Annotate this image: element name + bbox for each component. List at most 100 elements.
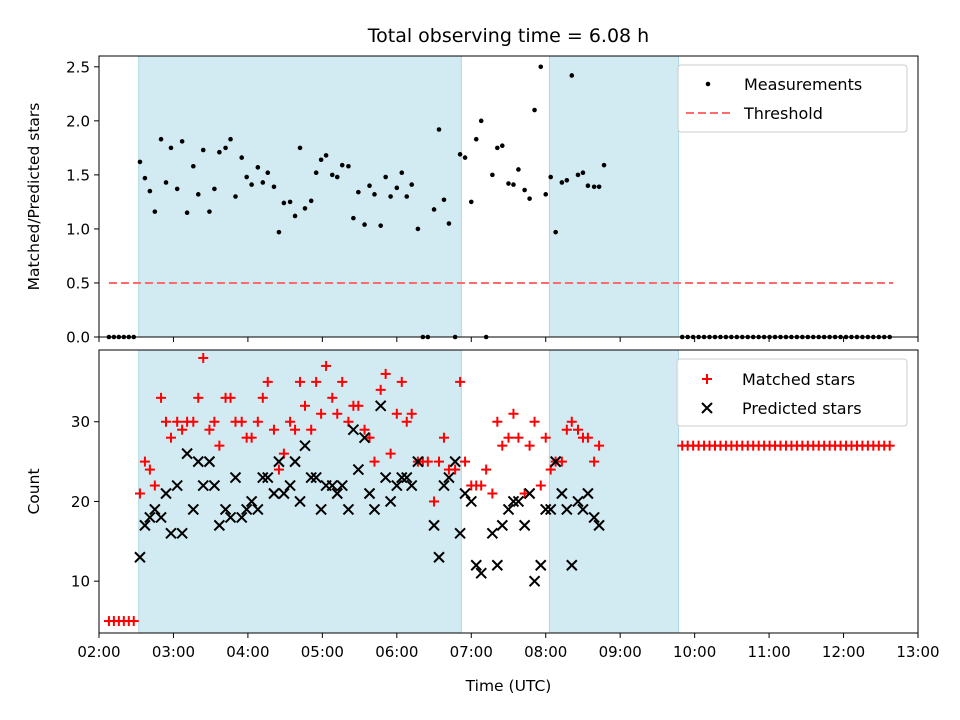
matched-star-point: [188, 416, 199, 427]
measurement-point: [302, 206, 308, 211]
matched-star-point: [884, 440, 895, 451]
measurement-point: [137, 159, 143, 165]
matched-star-point: [422, 456, 433, 467]
predicted-star-point: [391, 479, 403, 492]
matched-star-point: [198, 352, 209, 363]
measurement-point: [255, 165, 261, 170]
measurement-point: [179, 139, 185, 144]
measurement-point: [346, 163, 351, 169]
measurement-point: [468, 199, 474, 205]
measurement-point: [223, 145, 228, 151]
predicted-star-point: [561, 503, 573, 516]
matched-star-point: [252, 416, 263, 427]
predicted-star-point: [139, 519, 151, 532]
measurement-point: [478, 118, 484, 124]
matched-star-point: [535, 480, 546, 491]
matched-star-point: [128, 616, 139, 627]
measurement-point: [260, 180, 266, 185]
x-tick-label: 07:00: [450, 643, 493, 661]
measurement-point: [596, 184, 602, 190]
measurement-point: [323, 153, 329, 158]
measurement-point: [378, 223, 383, 228]
matched-star-point: [236, 416, 247, 427]
predicted-star-point: [326, 479, 338, 492]
matched-star-point: [503, 432, 514, 443]
predicted-star-point: [171, 479, 183, 492]
predicted-star-point: [535, 559, 547, 571]
measurement-point: [212, 186, 217, 192]
predicted-star-point: [305, 471, 317, 484]
predicted-star-point: [331, 487, 343, 500]
matched-star-point: [332, 408, 343, 419]
predicted-star-point: [363, 487, 376, 500]
matched-star-point: [513, 432, 524, 443]
matched-star-point: [149, 480, 160, 491]
predicted-star-point: [208, 479, 221, 492]
predicted-star-point: [240, 503, 253, 516]
predicted-star-point: [176, 527, 188, 540]
predicted-star-point: [160, 487, 172, 500]
matched-star-point: [556, 456, 567, 467]
predicted-star-point: [549, 455, 562, 468]
shaded-interval-1-2: [548, 55, 680, 338]
bottom-legend: [676, 358, 908, 427]
matched-star-point: [353, 400, 364, 411]
predicted-star-point: [149, 503, 161, 516]
matched-star-point: [295, 376, 306, 387]
matched-star-point: [165, 432, 176, 443]
matched-star-point: [299, 400, 310, 411]
measurement-point: [569, 73, 575, 78]
matched-star-point: [529, 416, 540, 427]
matched-star-point: [177, 424, 188, 435]
measurement-point: [276, 229, 282, 235]
measurement-point: [522, 187, 527, 193]
predicted-star-point: [512, 495, 525, 508]
matched-star-point: [273, 464, 284, 475]
measurement-point: [543, 192, 549, 197]
measurement-point: [580, 170, 586, 176]
matched-star-point: [429, 496, 440, 507]
measurement-point: [297, 145, 303, 151]
legend-measurements-marker: [705, 81, 711, 87]
predicted-star-point: [433, 551, 445, 563]
matched-star-point: [594, 440, 605, 451]
measurement-point: [388, 194, 393, 199]
bottom-panel-frame: [98, 349, 919, 634]
measurement-point: [200, 147, 206, 153]
measurement-point: [383, 174, 388, 180]
legend-predicted-label: Predicted stars: [742, 399, 862, 418]
matched-star-point: [144, 464, 155, 475]
matched-star-point: [497, 440, 508, 451]
matched-star-point: [476, 480, 487, 491]
legend-matched-marker: [702, 374, 712, 384]
predicted-star-point: [572, 495, 584, 508]
predicted-star-point: [181, 447, 193, 460]
top-panel-frame: [98, 55, 919, 338]
measurement-point: [585, 183, 591, 188]
measurement-point: [394, 185, 400, 191]
matched-star-point: [204, 424, 215, 435]
bottom-y-tick-label: 10: [71, 573, 90, 591]
predicted-star-point: [289, 455, 301, 468]
measurement-point: [495, 145, 500, 151]
measurement-point: [415, 226, 421, 232]
measurement-point: [553, 229, 558, 235]
x-tick-label: 08:00: [524, 643, 567, 661]
top-y-tick-label: 1.0: [66, 220, 90, 238]
measurement-point: [244, 174, 249, 180]
measurement-point: [436, 127, 442, 132]
matched-star-point: [391, 408, 402, 419]
predicted-star-point: [412, 455, 424, 468]
matched-star-point: [369, 456, 380, 467]
measurement-point: [334, 174, 340, 180]
matched-star-point: [566, 416, 577, 427]
x-tick-label: 11:00: [747, 643, 790, 661]
predicted-star-point: [219, 503, 232, 516]
measurement-point: [339, 162, 345, 168]
matched-star-point: [285, 416, 296, 427]
matched-star-point: [327, 392, 338, 403]
matched-star-point: [519, 488, 530, 499]
chart-title: Total observing time = 6.08 h: [367, 25, 649, 47]
predicted-star-point: [235, 511, 248, 524]
